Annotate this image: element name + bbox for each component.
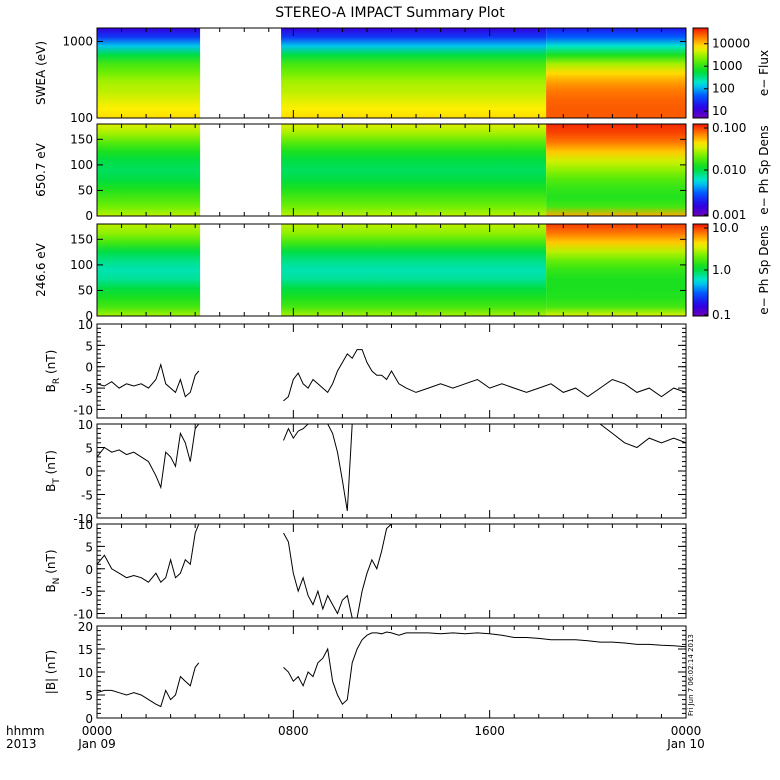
colorbar-scale xyxy=(692,27,709,119)
spectrogram-segment xyxy=(97,124,201,216)
y-tick-label: 1000 xyxy=(62,34,93,48)
y-tick-label: 10 xyxy=(78,518,93,532)
y-tick-label: 10 xyxy=(78,418,93,432)
plot-title: STEREO-A IMPACT Summary Plot xyxy=(275,5,505,21)
panel-BN: -10 -5 0 5 10 BN (nT) xyxy=(44,518,687,622)
y-axis-label: SWEA (eV) xyxy=(34,41,48,105)
creation-timestamp: Fri Jun 7 06:02:14 2013 xyxy=(687,634,695,716)
time-axis-corner-hhmm: hhmm xyxy=(6,724,45,738)
panel-frame xyxy=(96,523,687,619)
colorbar-tick-label: 0.001 xyxy=(712,208,746,222)
spectrogram-segment xyxy=(546,124,686,216)
colorbar-swea: 10 100 1000 10000 e− Flux xyxy=(692,27,771,119)
x-tick-date-label: Jan 10 xyxy=(666,737,705,751)
y-tick-label: 100 xyxy=(70,258,93,272)
y-tick-label: 0 xyxy=(85,712,93,726)
colorbar-tick-label: 0.010 xyxy=(712,163,746,177)
y-tick-label: 0 xyxy=(85,465,93,479)
spectrogram-pad650: 0 50 100 150 650.7 eV 0.001 0.010 0.100 e− Ph Sp… xyxy=(34,121,771,223)
y-tick-label: 5 xyxy=(85,339,93,353)
y-tick-label: 100 xyxy=(70,111,93,125)
magnetic-field-panels: -10 -5 0 5 10 BR (nT) -10 -5 0 5 10 BT (nT) -10 -5 0 5 1… xyxy=(44,318,687,726)
spectrogram-segment xyxy=(546,224,686,316)
y-tick-label: 5 xyxy=(85,540,93,554)
y-axis-label: BR (nT) xyxy=(44,350,62,393)
panel-BR: -10 -5 0 5 10 BR (nT) xyxy=(44,318,687,419)
colorbar-tick-label: 100 xyxy=(712,82,735,96)
spectrogram-segment xyxy=(546,28,686,118)
x-tick-date-label: Jan 09 xyxy=(77,737,116,751)
colorbar-tick-label: 0.100 xyxy=(712,121,746,135)
panel-Btot: 0 5 10 15 20 |B| (nT) xyxy=(44,620,687,726)
x-tick-label: 1600 xyxy=(474,724,505,738)
series-line-BT xyxy=(97,424,686,511)
y-tick-label: -5 xyxy=(81,489,93,503)
panel-frame xyxy=(96,423,687,519)
y-tick-label: 150 xyxy=(70,232,93,246)
y-tick-label: 150 xyxy=(70,132,93,146)
panel-frame xyxy=(96,625,687,719)
spectrogram-pad246: 0 50 100 150 246.6 eV 0.1 1.0 10.0 e− Ph Sp Dens xyxy=(34,221,771,323)
colorbar-tick-label: 0.1 xyxy=(712,308,731,322)
x-tick-label: 0000 xyxy=(671,724,702,738)
y-axis-label: 246.6 eV xyxy=(34,242,48,297)
colorbar-tick-label: 10 xyxy=(712,104,727,118)
spectrogram-segment xyxy=(281,28,547,118)
series-line-BR xyxy=(97,349,686,402)
spectrogram-segment xyxy=(97,224,201,316)
y-tick-label: 15 xyxy=(78,643,93,657)
colorbar-tick-label: 10000 xyxy=(712,37,750,51)
y-tick-label: 100 xyxy=(70,158,93,172)
colorbar-title: e− Ph Sp Dens xyxy=(757,225,771,314)
colorbar-tick-label: 1000 xyxy=(712,59,743,73)
y-tick-label: 0 xyxy=(85,361,93,375)
y-tick-label: 10 xyxy=(78,666,93,680)
colorbar-tick-label: 1.0 xyxy=(712,263,731,277)
spectrogram-segment xyxy=(281,224,547,316)
y-tick-label: -5 xyxy=(81,585,93,599)
colorbar-title: e− Ph Sp Dens xyxy=(757,125,771,214)
y-tick-label: -10 xyxy=(73,403,93,417)
colorbar-title: e− Flux xyxy=(757,50,771,96)
colorbar-pad650: 0.001 0.010 0.100 e− Ph Sp Dens xyxy=(692,121,771,222)
series-line-BN xyxy=(97,524,686,618)
y-tick-label: 10 xyxy=(78,318,93,332)
spectrogram-segment xyxy=(281,124,547,216)
colorbar-tick-label: 10.0 xyxy=(712,221,739,235)
x-tick-label: 0000 xyxy=(82,724,113,738)
y-tick-label: 0 xyxy=(85,309,93,323)
y-axis-label: BN (nT) xyxy=(44,549,62,592)
y-tick-label: -10 xyxy=(73,512,93,526)
y-tick-label: 0 xyxy=(85,563,93,577)
y-tick-label: 50 xyxy=(78,283,93,297)
y-tick-label: 50 xyxy=(78,183,93,197)
y-tick-label: -5 xyxy=(81,382,93,396)
spectrogram-swea: 100 1000 SWEA (eV) 10 100 1000 10000 e− Flux xyxy=(34,27,771,125)
y-axis-label: BT (nT) xyxy=(44,450,62,492)
spectrogram-segment xyxy=(97,28,201,118)
y-axis-label: |B| (nT) xyxy=(44,650,58,694)
panel-BT: -10 -5 0 5 10 BT (nT) xyxy=(44,418,687,526)
series-line-Btot xyxy=(97,631,686,708)
y-tick-label: 20 xyxy=(78,620,93,634)
x-tick-label: 0800 xyxy=(278,724,309,738)
y-tick-label: -10 xyxy=(73,608,93,622)
y-tick-label: 5 xyxy=(85,689,93,703)
colorbar-pad246: 0.1 1.0 10.0 e− Ph Sp Dens xyxy=(692,221,771,322)
y-axis-label: 650.7 eV xyxy=(34,142,48,197)
y-tick-label: 0 xyxy=(85,209,93,223)
y-tick-label: 5 xyxy=(85,442,93,456)
time-axis-corner-year: 2013 xyxy=(6,737,37,751)
